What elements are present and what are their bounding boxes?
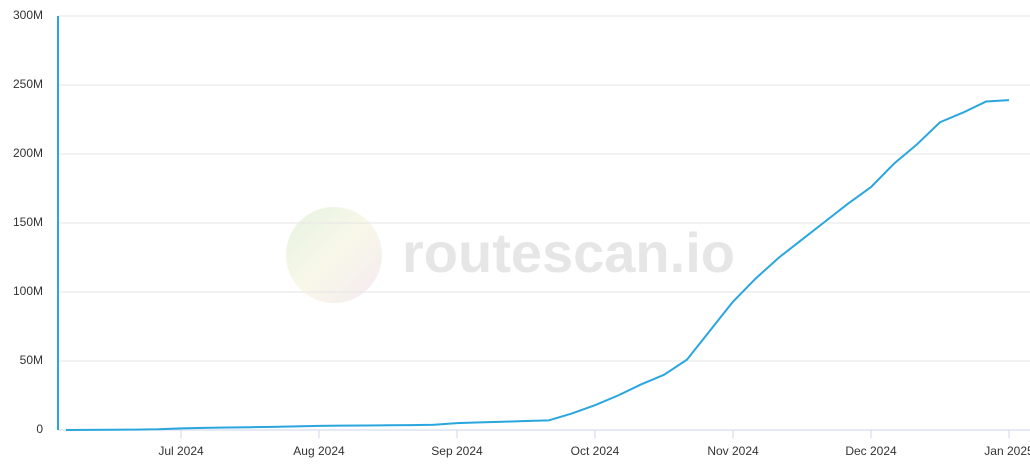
y-tick-label: 250M — [13, 77, 43, 91]
y-tick-label: 300M — [13, 8, 43, 22]
y-tick-label: 200M — [13, 146, 43, 160]
x-tick-label: Jan 2025 — [984, 444, 1030, 458]
x-tick-label: Oct 2024 — [571, 444, 620, 458]
y-tick-label: 150M — [13, 215, 43, 229]
y-tick-label: 0 — [36, 422, 43, 436]
y-tick-label: 100M — [13, 284, 43, 298]
x-tick-label: Jul 2024 — [158, 444, 204, 458]
watermark: routescan.io — [402, 221, 735, 284]
x-tick-label: Nov 2024 — [707, 444, 759, 458]
x-tick-label: Dec 2024 — [845, 444, 897, 458]
data-line — [65, 99, 1010, 431]
watermark-logo — [286, 207, 382, 303]
x-tick-label: Sep 2024 — [431, 444, 483, 458]
x-tick-label: Aug 2024 — [293, 444, 345, 458]
y-tick-label: 50M — [20, 353, 43, 367]
